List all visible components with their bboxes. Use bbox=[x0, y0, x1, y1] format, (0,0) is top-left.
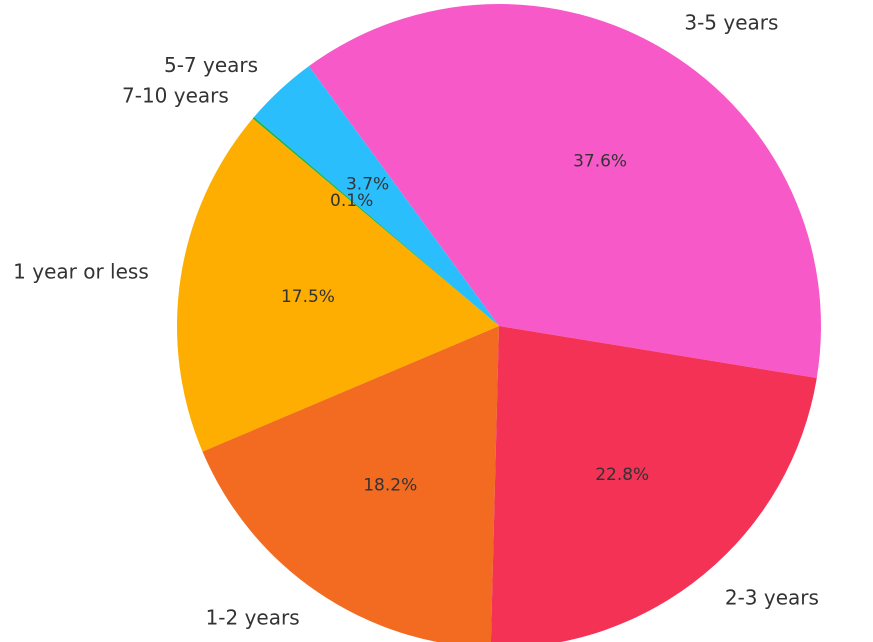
category-label: 1 year or less bbox=[13, 260, 149, 284]
category-label: 7-10 years bbox=[122, 83, 229, 107]
pie-slice bbox=[490, 326, 817, 642]
pie-slice bbox=[254, 66, 499, 326]
category-label: 3-5 years bbox=[684, 11, 778, 35]
percent-label: 3.7% bbox=[346, 174, 389, 194]
percent-label: 37.6% bbox=[573, 151, 627, 171]
percent-label: 22.8% bbox=[595, 465, 649, 485]
pie-slice bbox=[252, 117, 499, 327]
category-label: 1-2 years bbox=[206, 605, 300, 629]
pie-slice bbox=[308, 3, 821, 379]
percent-label: 0.1% bbox=[330, 191, 373, 211]
category-label: 5-7 years bbox=[164, 53, 258, 77]
pie-slice bbox=[202, 326, 499, 642]
percent-label: 18.2% bbox=[363, 476, 417, 496]
percent-label: 17.5% bbox=[281, 287, 335, 307]
category-label: 2-3 years bbox=[725, 585, 819, 609]
pie-slice bbox=[176, 118, 500, 452]
